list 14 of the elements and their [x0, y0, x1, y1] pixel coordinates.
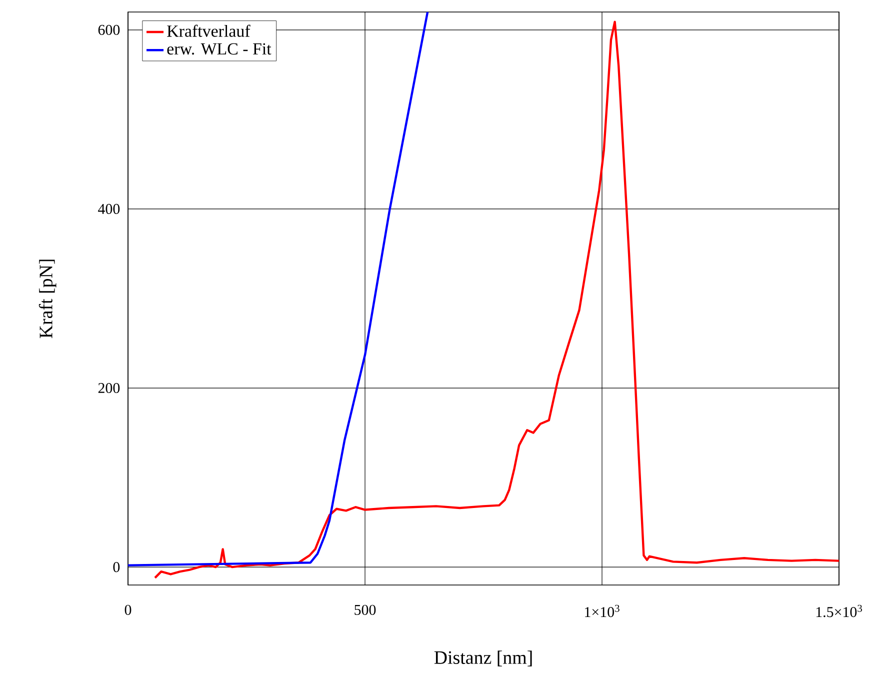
x-tick-label: 1×10$^{3}$ [585, 604, 620, 618]
y-tick-label: 0 [113, 562, 120, 572]
line-series [128, 12, 429, 566]
y-axis-title: Kraft [pN] [38, 260, 56, 338]
legend-label: erw. WLC - Fit [167, 43, 272, 55]
line-series [154, 20, 840, 579]
x-tick-label: 500 [354, 604, 376, 615]
x-tick-label: 0 [124, 604, 132, 615]
x-axis-title: Distanz [nm] [434, 650, 532, 666]
y-tick-label: 600 [98, 24, 120, 35]
y-tick-label: 400 [98, 204, 120, 214]
legend-label: Kraftverlauf [167, 24, 250, 37]
x-tick-label: 1.5×10$^{3}$ [816, 604, 862, 618]
y-tick-label: 200 [98, 382, 120, 394]
